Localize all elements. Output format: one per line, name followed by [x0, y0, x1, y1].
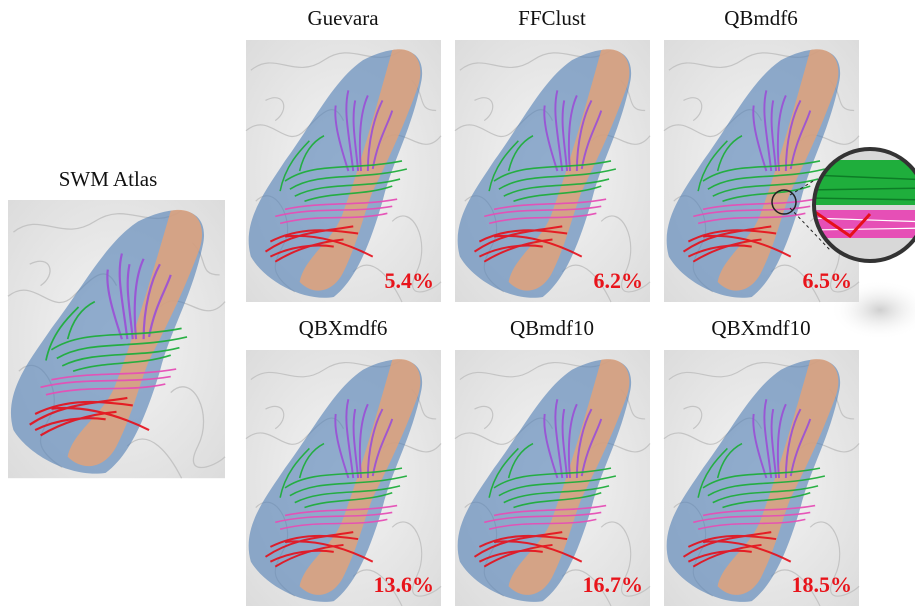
panel-percent: 6.5%: [803, 268, 853, 293]
panel-title: QBXmdf6: [299, 316, 388, 340]
panel-image: [455, 350, 650, 606]
panel-image: [455, 40, 650, 302]
panel-title: FFClust: [518, 6, 586, 30]
panels: Guevara 5.4% FFClust 6.2% QBmdf6 6.5% QBXmdf6 1…: [246, 6, 859, 606]
panel-title: QBmdf10: [510, 316, 594, 340]
panel-percent: 13.6%: [374, 572, 435, 597]
panel-image: [664, 350, 859, 606]
panel-percent: 6.2%: [594, 268, 644, 293]
panel-percent: 5.4%: [385, 268, 435, 293]
panel-title: QBXmdf10: [711, 316, 810, 340]
panel-image: [246, 350, 441, 606]
panel-percent: 16.7%: [583, 572, 644, 597]
atlas-image: [8, 200, 225, 478]
atlas-title: SWM Atlas: [59, 167, 158, 191]
page: SWM Atlas Guevara 5.4% FFClust 6.2% QBmdf6 6.…: [0, 0, 915, 606]
figure: SWM Atlas Guevara 5.4% FFClust 6.2% QBmdf6 6.…: [0, 0, 915, 606]
panel-image: [246, 40, 441, 302]
panel-percent: 18.5%: [792, 572, 853, 597]
panel-title: Guevara: [307, 6, 379, 30]
panel-title: QBmdf6: [724, 6, 798, 30]
